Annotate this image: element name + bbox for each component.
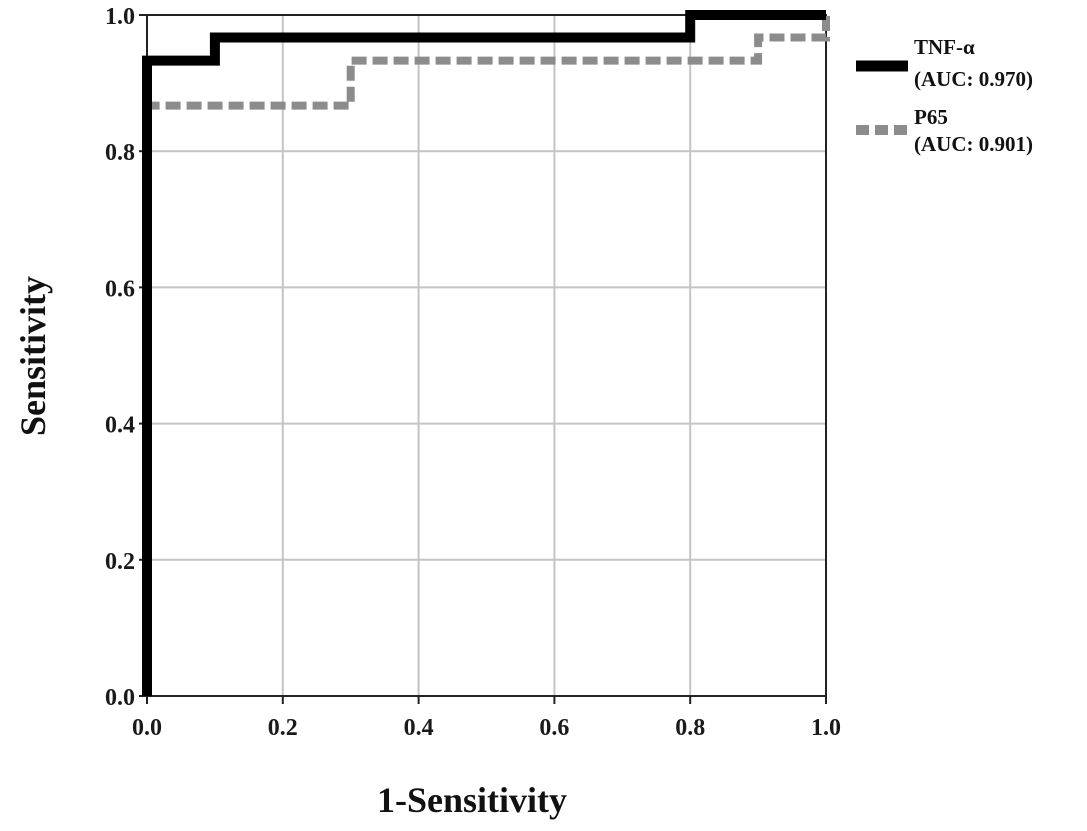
x-axis-ticks: 0.0 0.2 0.4 0.6 0.8 1.0: [132, 696, 841, 741]
plot-frame: [146, 14, 827, 697]
series-line-p65: [143, 15, 830, 696]
series-layer: [142, 10, 830, 696]
x-tick-label-1: 0.2: [268, 715, 298, 741]
x-tick-label-3: 0.6: [539, 715, 569, 741]
legend-auc-p65: (AUC: 0.901): [914, 132, 1033, 156]
legend-label-p65: P65: [914, 105, 948, 129]
legend-label-tnf-alpha: TNF-α: [914, 35, 975, 59]
grid: [146, 14, 827, 697]
y-tick-label-5: 1.0: [105, 4, 135, 30]
y-tick-label-0: 0.0: [105, 685, 135, 711]
x-tick-label-4: 0.8: [675, 715, 705, 741]
y-tick-label-1: 0.2: [105, 549, 135, 575]
x-tick-label-2: 0.4: [404, 715, 434, 741]
y-tick-label-3: 0.6: [105, 276, 135, 302]
x-tick-label-5: 1.0: [811, 715, 841, 741]
y-tick-label-4: 0.8: [105, 140, 135, 166]
series-line-tnf-alpha: [142, 10, 826, 696]
x-tick-label-0: 0.0: [132, 715, 162, 741]
y-axis-title: Sensitivity: [13, 276, 53, 436]
x-axis-title: 1-Sensitivity: [377, 780, 567, 820]
y-axis-ticks: 0.0 0.2 0.4 0.6 0.8 1.0: [105, 4, 147, 711]
legend: TNF-α (AUC: 0.970) P65 (AUC: 0.901): [856, 35, 1033, 156]
y-tick-label-2: 0.4: [105, 413, 135, 439]
legend-auc-tnf-alpha: (AUC: 0.970): [914, 67, 1033, 91]
